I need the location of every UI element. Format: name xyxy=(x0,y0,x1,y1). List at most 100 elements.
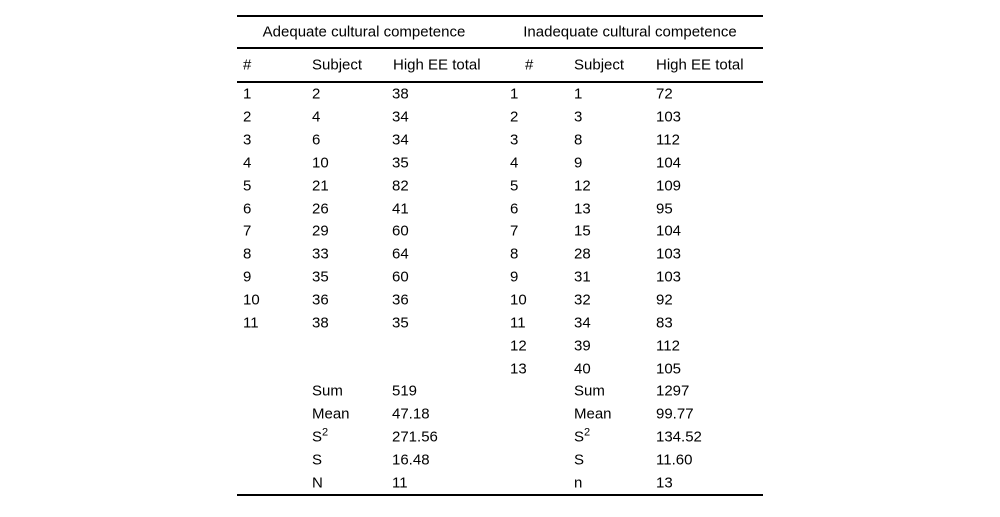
cell: 6 xyxy=(510,200,519,218)
cell: 38 xyxy=(392,85,409,103)
cell: 95 xyxy=(656,200,673,218)
cell: 109 xyxy=(656,177,682,195)
cell: 519 xyxy=(392,382,418,400)
cell: 34 xyxy=(392,131,409,149)
superscript: 2 xyxy=(584,426,591,439)
cell: 1297 xyxy=(656,382,690,400)
cell: 39 xyxy=(574,337,591,355)
cell: 35 xyxy=(392,154,409,172)
cell: 1 xyxy=(574,85,583,103)
cell: 1 xyxy=(510,85,519,103)
cell: 104 xyxy=(656,222,682,240)
cell: 31 xyxy=(574,268,591,286)
cell: 7 xyxy=(243,222,252,240)
cell: 47.18 xyxy=(392,405,430,423)
cell: 7 xyxy=(510,222,519,240)
group-header-inadequate: Inadequate cultural competence xyxy=(523,23,737,41)
cell: 12 xyxy=(510,337,527,355)
cell: 134.52 xyxy=(656,428,702,446)
cell: 83 xyxy=(656,314,673,332)
cell: 41 xyxy=(392,200,409,218)
cell: S2 xyxy=(312,426,329,446)
cell: 11 xyxy=(392,474,408,492)
table-row: 12 39 112 xyxy=(237,334,763,357)
cell: 2 xyxy=(312,85,321,103)
table-row: 8 33 64 8 28 103 xyxy=(237,243,763,266)
table-row: 6 26 41 6 13 95 xyxy=(237,197,763,220)
cell: 36 xyxy=(312,291,329,309)
table-row: 1 2 38 1 1 72 xyxy=(237,83,763,106)
table-row: 4 10 35 4 9 104 xyxy=(237,152,763,175)
cell: 13 xyxy=(656,474,673,492)
cell: 35 xyxy=(312,268,329,286)
cell: 33 xyxy=(312,245,329,263)
col-header-right-subject: Subject xyxy=(574,56,625,74)
table-row: 3 6 34 3 8 112 xyxy=(237,129,763,152)
cell: 11.60 xyxy=(656,451,693,469)
table-row: S2 271.56 S2 134.52 xyxy=(237,426,763,449)
cell: 10 xyxy=(510,291,527,309)
group-header-row: Adequate cultural competence Inadequate … xyxy=(237,17,763,47)
cell: 9 xyxy=(510,268,519,286)
cell: 10 xyxy=(243,291,260,309)
cell: 6 xyxy=(312,131,321,149)
col-header-left-number: # xyxy=(243,56,252,74)
cell: 2 xyxy=(510,108,519,126)
cell: 105 xyxy=(656,360,682,378)
col-header-right-number: # xyxy=(525,56,534,74)
table-row: S 16.48 S 11.60 xyxy=(237,449,763,472)
cell: 29 xyxy=(312,222,329,240)
top-rule xyxy=(237,15,763,17)
cell: 3 xyxy=(243,131,252,149)
cell: 72 xyxy=(656,85,673,103)
cell: 112 xyxy=(656,337,680,355)
table-row: Mean 47.18 Mean 99.77 xyxy=(237,403,763,426)
cell: 8 xyxy=(574,131,583,149)
cell: S2 xyxy=(574,426,591,446)
table-row: 2 4 34 2 3 103 xyxy=(237,106,763,129)
cell: Mean xyxy=(574,405,612,423)
cell: S xyxy=(312,451,323,469)
table-row: 13 40 105 xyxy=(237,357,763,380)
cell: 5 xyxy=(510,177,519,195)
cell: Sum xyxy=(574,382,605,400)
cell: 28 xyxy=(574,245,591,263)
cell: 16.48 xyxy=(392,451,430,469)
cell: n xyxy=(574,474,583,492)
bottom-rule xyxy=(237,494,763,497)
cell: 99.77 xyxy=(656,405,694,423)
table-row: Sum 519 Sum 1297 xyxy=(237,380,763,403)
cell: 2 xyxy=(243,108,252,126)
table-body: 1 2 38 1 1 72 2 4 34 2 3 103 3 6 34 3 8 112 4 10 35 4 9 104 5 21 8… xyxy=(237,83,763,494)
cell: 21 xyxy=(312,177,329,195)
cell: 36 xyxy=(392,291,409,309)
col-header-right-high-ee: High EE total xyxy=(656,56,744,74)
cell: 15 xyxy=(574,222,591,240)
cell: 13 xyxy=(574,200,591,218)
cell: S xyxy=(574,451,585,469)
cell: 82 xyxy=(392,177,409,195)
cell: 9 xyxy=(243,268,252,286)
cell: 6 xyxy=(243,200,252,218)
cell: 26 xyxy=(312,200,329,218)
cell: 1 xyxy=(243,85,252,103)
cell: 271.56 xyxy=(392,428,438,446)
cell: 3 xyxy=(574,108,583,126)
superscript: 2 xyxy=(322,426,329,439)
cell: N xyxy=(312,474,323,492)
cell: 4 xyxy=(243,154,252,172)
cell: 64 xyxy=(392,245,409,263)
cell: 60 xyxy=(392,268,409,286)
table-row: 5 21 82 5 12 109 xyxy=(237,174,763,197)
table-row: 9 35 60 9 31 103 xyxy=(237,266,763,289)
table-row: 7 29 60 7 15 104 xyxy=(237,220,763,243)
cell: 4 xyxy=(510,154,519,172)
cell: 8 xyxy=(510,245,519,263)
col-header-left-high-ee: High EE total xyxy=(393,56,481,74)
cell: 9 xyxy=(574,154,583,172)
cell: 103 xyxy=(656,108,682,126)
cell: 13 xyxy=(510,360,527,378)
cell: 8 xyxy=(243,245,252,263)
cell: 3 xyxy=(510,131,519,149)
